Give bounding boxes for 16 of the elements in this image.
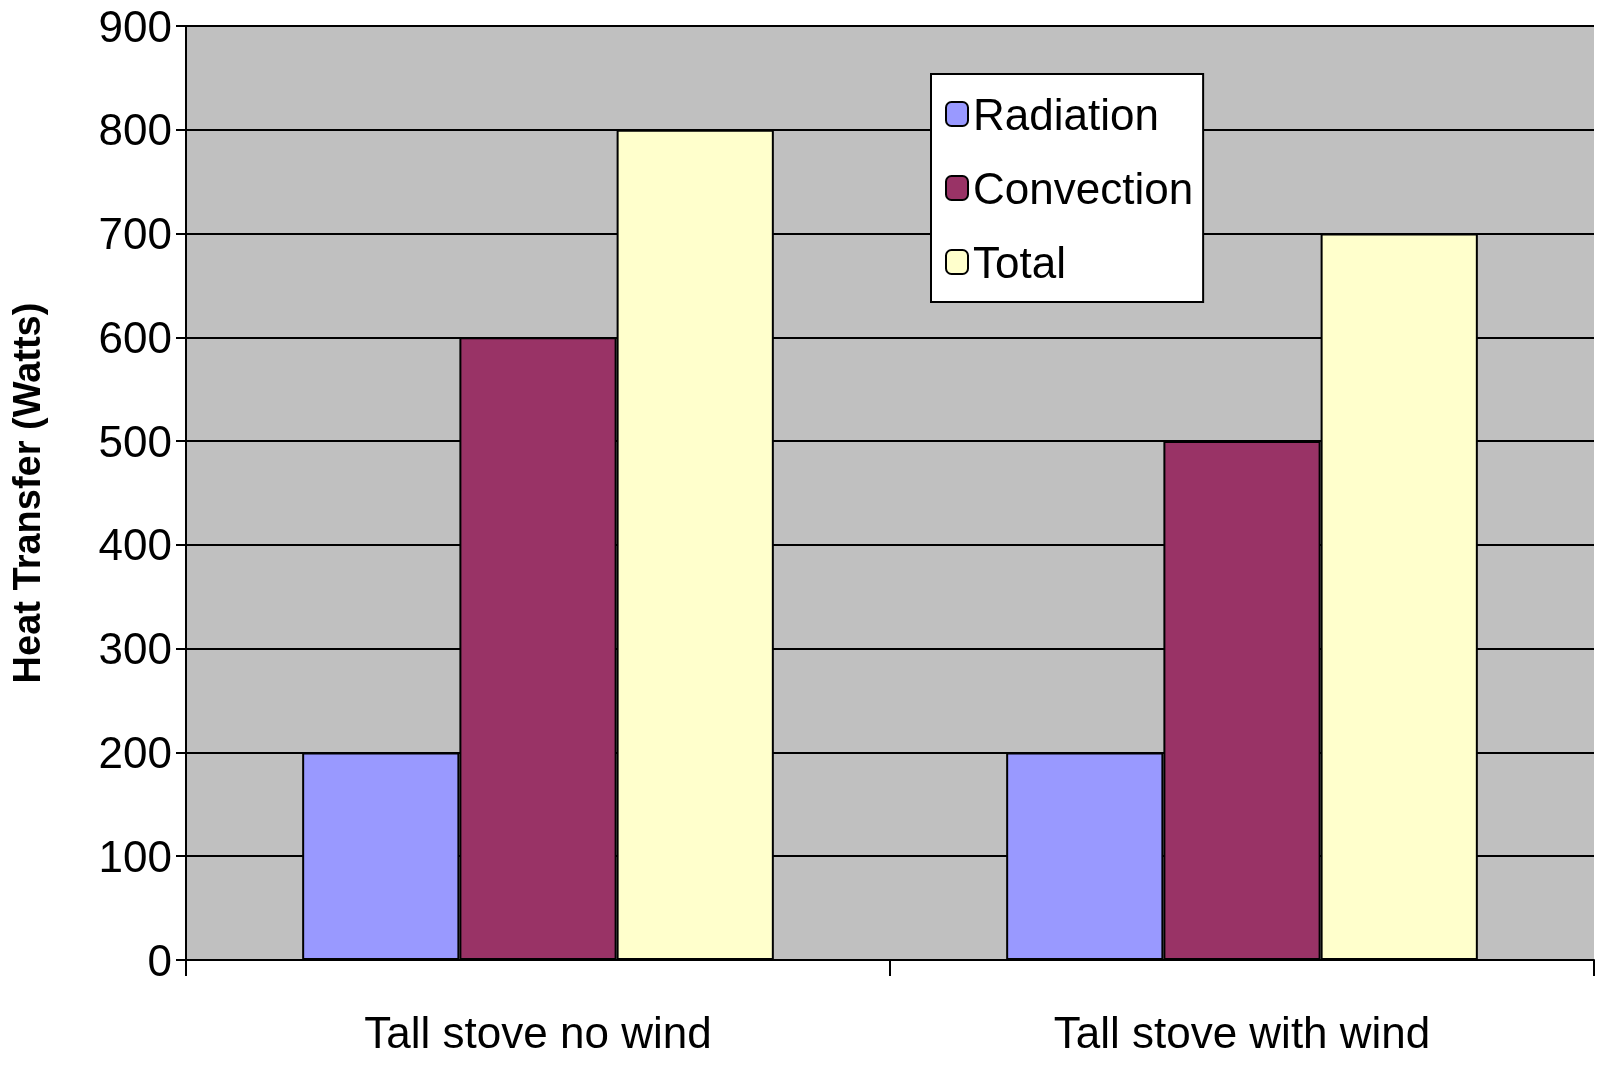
y-tick-label: 700 [98, 209, 172, 259]
y-tick-label: 600 [98, 312, 172, 362]
legend-label: Convection [973, 163, 1194, 213]
y-tick-label: 300 [98, 624, 172, 674]
y-axis-title: Heat Transfer (Watts) [6, 302, 48, 684]
y-tick-label: 200 [98, 727, 172, 777]
legend-label: Total [973, 237, 1066, 287]
y-tick-label: 900 [98, 1, 172, 51]
legend-label: Radiation [973, 89, 1159, 139]
y-tick-label: 800 [98, 105, 172, 155]
y-tick-label: 100 [98, 831, 172, 881]
y-tick-label: 400 [98, 520, 172, 570]
y-tick-label: 500 [98, 416, 172, 466]
x-tick-label: Tall stove with wind [1053, 1007, 1431, 1057]
x-tick-label: Tall stove no wind [364, 1007, 712, 1057]
y-tick-label: 0 [147, 935, 172, 985]
